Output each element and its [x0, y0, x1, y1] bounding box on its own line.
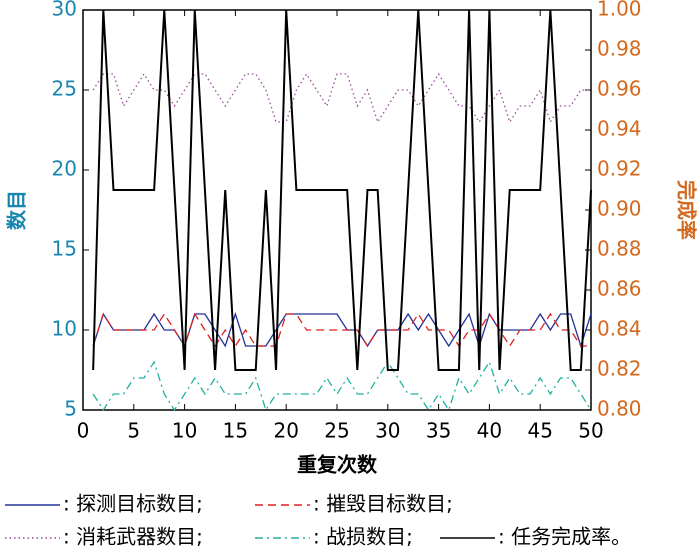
- series-line: [92, 9, 592, 371]
- x-tick-label: 25: [324, 419, 349, 443]
- legend-label: : 消耗武器数目;: [63, 525, 203, 549]
- y2-tick-label: 0.92: [597, 157, 642, 181]
- y2-tick-label: 0.90: [597, 197, 642, 221]
- x-tick-label: 50: [578, 419, 603, 443]
- y2-tick-label: 0.88: [597, 237, 642, 261]
- x-tick-label: 35: [426, 419, 451, 443]
- y-tick-label: 20: [52, 157, 77, 181]
- y-tick-label: 25: [52, 77, 77, 101]
- y-tick-label: 10: [52, 317, 77, 341]
- x-tick-label: 10: [172, 419, 197, 443]
- legend-label: : 战损数目;: [313, 525, 413, 549]
- y-tick-label: 15: [52, 237, 77, 261]
- legend-label: : 任务完成率。: [498, 525, 631, 549]
- y-tick-label: 5: [64, 397, 77, 421]
- x-tick-label: 40: [477, 419, 502, 443]
- x-tick-label: 5: [127, 419, 140, 443]
- legend-label: : 探测目标数目;: [63, 492, 203, 516]
- x-tick-label: 20: [273, 419, 298, 443]
- y2-tick-label: 0.96: [597, 77, 642, 101]
- y2-tick-label: 0.94: [597, 117, 642, 141]
- y2-tick-label: 0.82: [597, 357, 642, 381]
- series-line: [92, 312, 591, 348]
- x-axis-label: 重复次数: [297, 453, 378, 477]
- x-tick-label: 0: [77, 419, 90, 443]
- y2-tick-label: 0.86: [597, 277, 642, 301]
- series-line: [92, 360, 592, 412]
- y2-tick-label: 0.98: [597, 37, 642, 61]
- y-tick-label: 30: [52, 0, 77, 21]
- y2-tick-label: 0.84: [597, 317, 642, 341]
- y-axis-label: 数目: [5, 190, 29, 230]
- plot-frame: [82, 9, 592, 411]
- y2-tick-label: 1.00: [597, 0, 642, 21]
- legend-label: : 摧毁目标数目;: [313, 492, 453, 516]
- y2-axis-label: 完成率: [675, 180, 699, 240]
- x-tick-label: 15: [223, 419, 248, 443]
- x-tick-label: 45: [527, 419, 552, 443]
- y2-tick-label: 0.80: [597, 397, 642, 421]
- x-tick-label: 30: [375, 419, 400, 443]
